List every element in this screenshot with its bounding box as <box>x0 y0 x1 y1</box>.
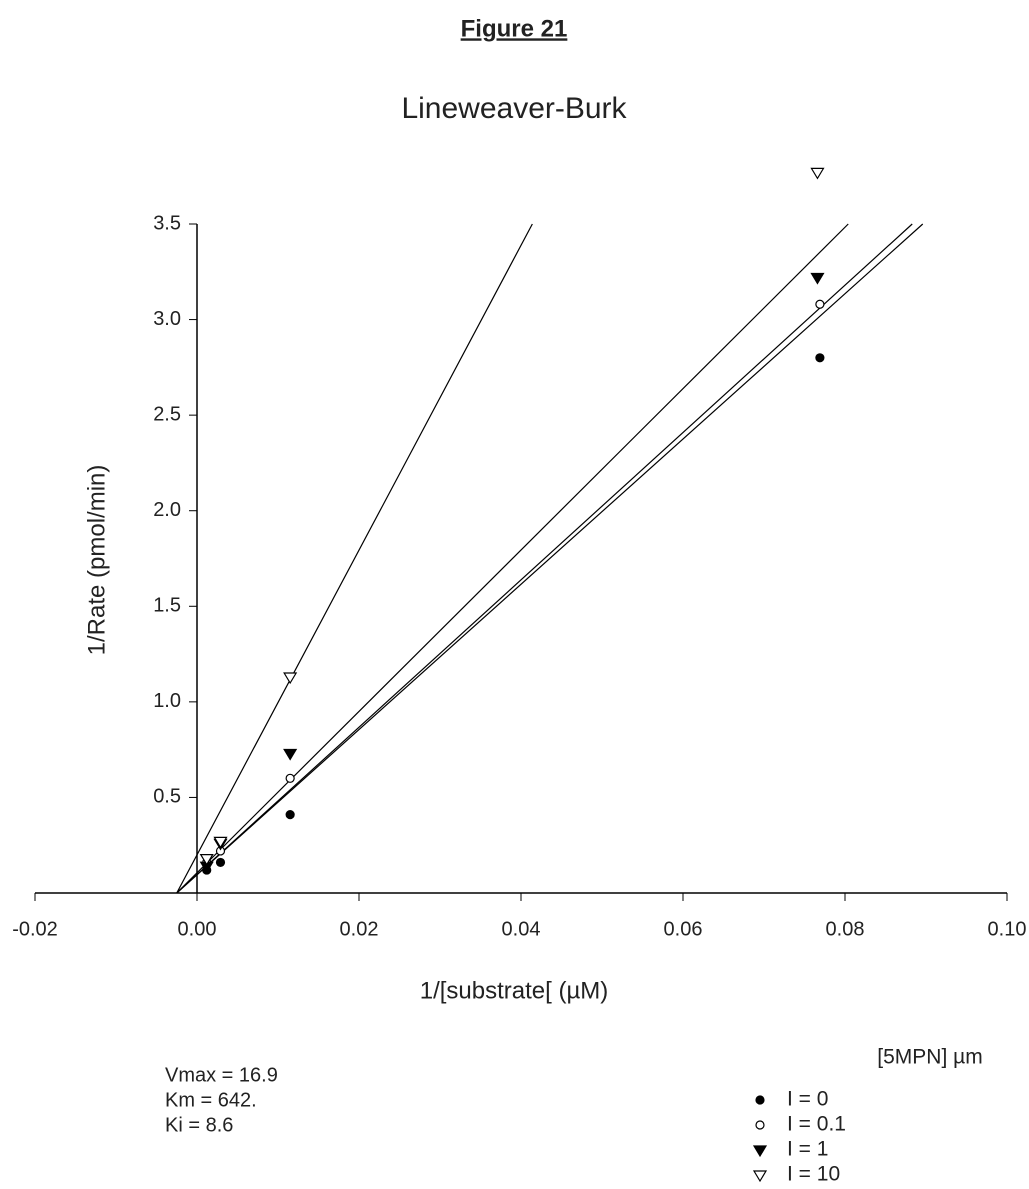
x-tick-label: 0.02 <box>340 918 379 940</box>
x-tick-label: 0.06 <box>664 918 703 940</box>
x-tick-label: -0.02 <box>12 918 58 940</box>
y-axis-label: 1/Rate (pmol/min) <box>83 465 110 656</box>
y-tick-label: 3.5 <box>153 212 181 234</box>
y-tick-label: 0.5 <box>153 786 181 808</box>
x-tick-label: 0.08 <box>826 918 865 940</box>
data-point <box>815 299 825 309</box>
data-point <box>285 810 295 820</box>
data-point <box>283 748 298 761</box>
annotation: Ki = 8.6 <box>165 1114 233 1136</box>
legend-marker <box>755 1120 765 1130</box>
fit-line <box>176 223 533 894</box>
data-point <box>215 857 226 868</box>
legend-label: I = 0 <box>787 1088 828 1111</box>
x-tick-label: 0.04 <box>502 918 541 940</box>
fit-line <box>176 223 924 894</box>
y-tick-label: 1.5 <box>153 595 181 617</box>
data-point <box>283 672 298 685</box>
fit-line <box>176 223 849 894</box>
data-point <box>213 836 228 849</box>
legend-marker <box>755 1095 765 1105</box>
y-tick-label: 2.5 <box>153 403 181 425</box>
data-point <box>810 272 825 285</box>
legend-marker <box>752 1170 768 1183</box>
legend-label: I = 1 <box>787 1138 828 1161</box>
data-point <box>815 353 825 363</box>
x-axis-label: 1/[substrate[ (µM) <box>420 977 609 1004</box>
fit-line <box>176 223 913 894</box>
legend-label: I = 10 <box>787 1163 840 1186</box>
y-tick-label: 2.0 <box>153 499 181 521</box>
x-tick-label: 0.00 <box>178 918 217 940</box>
figure-label: Figure 21 <box>461 15 568 42</box>
legend-label: I = 0.1 <box>787 1113 846 1136</box>
chart-title: Lineweaver-Burk <box>401 92 627 125</box>
annotation: Km = 642. <box>165 1089 257 1111</box>
x-tick-label: 0.10 <box>988 918 1027 940</box>
legend-marker <box>752 1145 768 1158</box>
legend-title: [5MPN] µm <box>877 1046 982 1069</box>
data-point <box>285 773 295 783</box>
data-point <box>810 167 825 180</box>
y-tick-label: 3.0 <box>153 308 181 330</box>
annotation: Vmax = 16.9 <box>165 1064 278 1086</box>
data-point <box>199 853 214 866</box>
y-tick-label: 1.0 <box>153 690 181 712</box>
